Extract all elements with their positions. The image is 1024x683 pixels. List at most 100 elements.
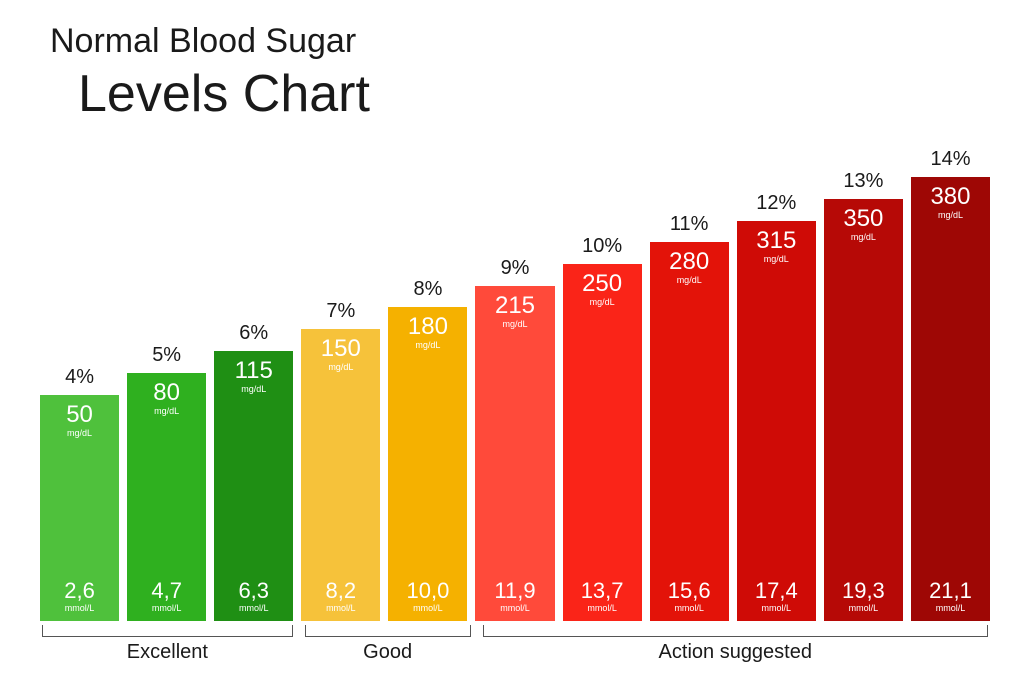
- bar-bottom-block: 15,6 mmol/L: [650, 580, 729, 613]
- percent-label: 10%: [582, 235, 622, 258]
- percent-label: 5%: [152, 344, 181, 367]
- mg-unit: mg/dL: [911, 211, 990, 220]
- bar-wrap: 7%150mg/dL8,2mmol/L: [301, 300, 380, 621]
- mmol-unit: mmol/L: [650, 604, 729, 613]
- mmol-value: 4,7: [127, 580, 206, 602]
- mg-value: 80: [127, 381, 206, 405]
- bar: 180 mg/dL 10,0 mmol/L: [388, 307, 467, 621]
- bar: 380 mg/dL 21,1 mmol/L: [911, 177, 990, 621]
- percent-label: 11%: [670, 213, 709, 236]
- mmol-value: 13,7: [563, 580, 642, 602]
- group-bracket: [483, 625, 988, 637]
- bar-wrap: 10%250mg/dL13,7mmol/L: [563, 235, 642, 621]
- mg-unit: mg/dL: [40, 429, 119, 438]
- mg-value: 215: [475, 294, 554, 318]
- mg-value: 250: [563, 272, 642, 296]
- bar-bottom-block: 10,0 mmol/L: [388, 580, 467, 613]
- bar: 315 mg/dL 17,4 mmol/L: [737, 221, 816, 621]
- bar-top-block: 215 mg/dL: [475, 294, 554, 329]
- mmol-value: 10,0: [388, 580, 467, 602]
- bar-wrap: 5% 80 mg/dL 4,7 mmol/L: [127, 344, 206, 621]
- mmol-unit: mmol/L: [563, 604, 642, 613]
- bar-bottom-block: 17,4 mmol/L: [737, 580, 816, 613]
- bar-wrap: 14% 380 mg/dL 21,1 mmol/L: [911, 148, 990, 621]
- mmol-value: 2,6: [40, 580, 119, 602]
- mmol-value: 17,4: [737, 580, 816, 602]
- group-bracket: [305, 625, 471, 637]
- mmol-unit: mmol/L: [388, 604, 467, 613]
- percent-label: 6%: [239, 322, 268, 345]
- percent-label: 8%: [413, 278, 442, 301]
- bar-top-block: 115mg/dL: [214, 359, 293, 394]
- percent-label: 14%: [930, 148, 970, 171]
- bar-top-block: 350mg/dL: [824, 207, 903, 242]
- bar-wrap: 9% 215 mg/dL 11,9mmol/L: [475, 257, 554, 621]
- mmol-value: 15,6: [650, 580, 729, 602]
- mg-value: 50: [40, 403, 119, 427]
- bar: 250mg/dL13,7mmol/L: [563, 264, 642, 621]
- title-line-1: Normal Blood Sugar: [50, 22, 356, 61]
- bars-row: 4%50mg/dL2,6mmol/L5%80mg/dL4,7mmol/L6%11…: [40, 101, 990, 621]
- mg-value: 380: [911, 185, 990, 209]
- bar-top-block: 80 mg/dL: [127, 381, 206, 416]
- category-group: Action suggested: [481, 625, 990, 665]
- bar-top-block: 315 mg/dL: [737, 229, 816, 264]
- bar-wrap: 11% 280 mg/dL 15,6 mmol/L: [650, 213, 729, 621]
- bar-bottom-block: 8,2 mmol/L: [301, 580, 380, 613]
- mg-unit: mg/dL: [650, 276, 729, 285]
- bar-bottom-block: 13,7 mmol/L: [563, 580, 642, 613]
- bar-top-block: 50 mg/dL: [40, 403, 119, 438]
- mg-value: 280: [650, 250, 729, 274]
- bar-bottom-block: 4,7 mmol/L: [127, 580, 206, 613]
- bar: 80 mg/dL 4,7 mmol/L: [127, 373, 206, 621]
- bar-wrap: 13% 350mg/dL 19,3 mmol/L: [824, 170, 903, 621]
- bar-wrap: 8% 180 mg/dL 10,0 mmol/L: [388, 278, 467, 621]
- group-label: Excellent: [40, 641, 295, 664]
- percent-label: 9%: [501, 257, 530, 280]
- category-group: Excellent: [40, 625, 295, 665]
- mg-value: 180: [388, 315, 467, 339]
- bar: 280 mg/dL 15,6 mmol/L: [650, 242, 729, 621]
- mmol-unit: mmol/L: [824, 604, 903, 613]
- percent-label: 12%: [756, 192, 796, 215]
- bar-top-block: 280 mg/dL: [650, 250, 729, 285]
- bar-bottom-block: 2,6 mmol/L: [40, 580, 119, 613]
- bar-wrap: 6% 115mg/dL 6,3 mmol/L: [214, 322, 293, 621]
- mg-unit: mg/dL: [475, 320, 554, 329]
- bar-bottom-block: 11,9mmol/L: [475, 580, 554, 613]
- mg-value: 315: [737, 229, 816, 253]
- mmol-unit: mmol/L: [737, 604, 816, 613]
- mmol-unit: mmol/L: [475, 604, 554, 613]
- percent-label: 13%: [843, 170, 883, 193]
- bar-bottom-block: 21,1 mmol/L: [911, 580, 990, 613]
- mg-unit: mg/dL: [127, 407, 206, 416]
- chart-canvas: Normal Blood Sugar Levels Chart 4%50mg/d…: [0, 0, 1024, 683]
- mmol-value: 19,3: [824, 580, 903, 602]
- mmol-unit: mmol/L: [911, 604, 990, 613]
- mmol-unit: mmol/L: [301, 604, 380, 613]
- mg-value: 150: [301, 337, 380, 361]
- mmol-value: 21,1: [911, 580, 990, 602]
- bar-bottom-block: 6,3 mmol/L: [214, 580, 293, 613]
- bar-wrap: 12% 315 mg/dL 17,4 mmol/L: [737, 192, 816, 621]
- mmol-unit: mmol/L: [214, 604, 293, 613]
- bar-wrap: 4%50mg/dL2,6mmol/L: [40, 366, 119, 621]
- bar: 50 mg/dL 2,6 mmol/L: [40, 395, 119, 621]
- mg-unit: mg/dL: [824, 233, 903, 242]
- group-labels-row: Excellent Good Action suggested: [40, 625, 990, 665]
- bar: 150mg/dL8,2mmol/L: [301, 329, 380, 621]
- mg-value: 115: [214, 359, 293, 383]
- mmol-value: 6,3: [214, 580, 293, 602]
- percent-label: 7%: [326, 300, 355, 323]
- group-label: Action suggested: [481, 641, 990, 664]
- mmol-value: 8,2: [301, 580, 380, 602]
- mg-unit: mg/dL: [737, 255, 816, 264]
- group-bracket: [42, 625, 293, 637]
- bar: 350mg/dL 19,3 mmol/L: [824, 199, 903, 621]
- group-label: Good: [303, 641, 473, 664]
- mmol-unit: mmol/L: [40, 604, 119, 613]
- bar-top-block: 380 mg/dL: [911, 185, 990, 220]
- mg-unit: mg/dL: [388, 341, 467, 350]
- bar: 215 mg/dL 11,9mmol/L: [475, 286, 554, 621]
- mmol-unit: mmol/L: [127, 604, 206, 613]
